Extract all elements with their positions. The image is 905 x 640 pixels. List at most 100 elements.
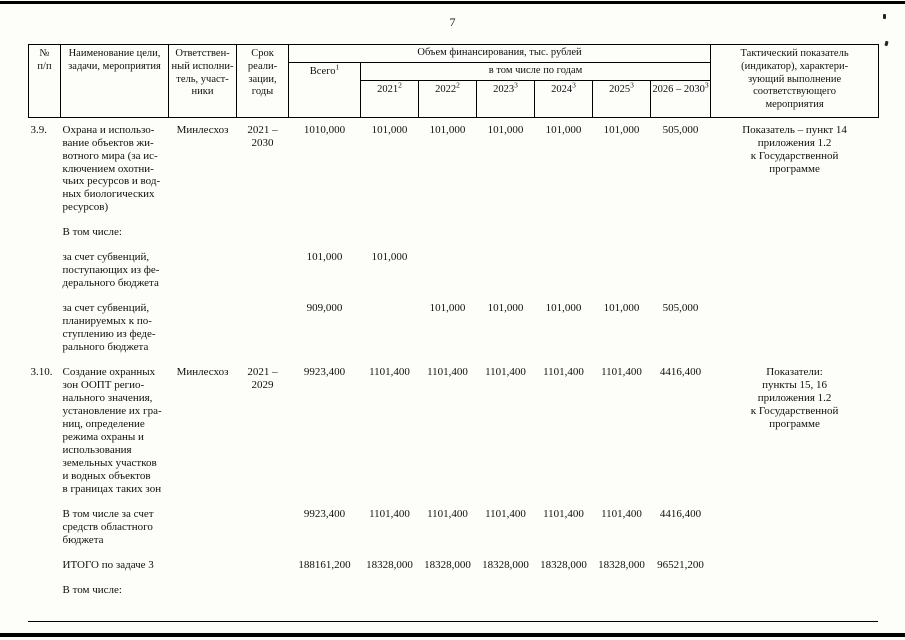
header-term: Срок реали- зации, годы (236, 44, 289, 118)
cell-num (29, 214, 61, 239)
cell-name: за счет субвенций, поступающих из фе- де… (62, 251, 160, 290)
cell-term: 2021 – 2030 (247, 123, 278, 149)
cell-year-2023 (477, 572, 535, 597)
cell-total (289, 572, 361, 597)
cell-executor (169, 214, 237, 239)
cell-year-2025: 18328,000 (598, 558, 645, 571)
cell-year-2026-2030: 4416,400 (659, 507, 702, 520)
cell-year-2025: 101,000 (603, 302, 640, 315)
cell-year-2023 (477, 239, 535, 290)
scan-artifact (883, 14, 886, 19)
cell-term (237, 239, 289, 290)
cell-total: 188161,200 (298, 558, 351, 571)
header-name: Наименование цели, задачи, мероприятия (60, 44, 169, 118)
cell-year-2026-2030 (651, 572, 711, 597)
cell-year-2025: 101,000 (603, 123, 640, 136)
cell-year-2026-2030: 4416,400 (659, 366, 702, 379)
cell-indicator: Показатель – пункт 14 приложения 1.2 к Г… (742, 123, 847, 175)
cell-year-2024: 1101,400 (543, 507, 584, 520)
header-year-2023: 20233 (476, 79, 535, 118)
cell-indicator (711, 290, 879, 354)
cell-year-2024: 1101,400 (543, 366, 584, 379)
cell-year-2025 (593, 572, 651, 597)
header-year-2024: 20243 (534, 79, 593, 118)
cell-year-2022: 1101,400 (427, 507, 468, 520)
cell-year-2026-2030: 505,000 (662, 302, 699, 315)
cell-total: 101,000 (306, 251, 343, 264)
cell-num: 3.9. (30, 123, 48, 136)
cell-year-2025 (593, 214, 651, 239)
header-total: Всего1 (288, 61, 361, 118)
cell-term (237, 290, 289, 354)
cell-executor (169, 290, 237, 354)
table-row: за счет субвенций, поступающих из фе- де… (29, 239, 879, 290)
cell-year-2021 (361, 290, 419, 354)
cell-name: Создание охранных зон ООПТ регио- нально… (62, 366, 162, 495)
cell-year-2025: 1101,400 (601, 366, 642, 379)
table-header: № п/п Наименование цели, задачи, меропри… (28, 44, 880, 118)
cell-term (237, 496, 289, 547)
cell-indicator: Показатели: пункты 15, 16 приложения 1.2… (750, 366, 839, 430)
cell-name: ИТОГО по задаче 3 (62, 558, 154, 571)
cell-indicator (711, 214, 879, 239)
cell-total: 1010,000 (303, 123, 346, 136)
cell-year-2023: 1101,400 (485, 366, 526, 379)
footnote-marker: 3 (630, 80, 634, 90)
cell-year-2021 (361, 214, 419, 239)
cell-year-2024 (535, 239, 593, 290)
table-bottom-rule (28, 621, 878, 622)
cell-year-2023: 1101,400 (485, 507, 526, 520)
cell-year-2026-2030 (651, 239, 711, 290)
header-total-label: Всего (309, 65, 336, 77)
cell-indicator (711, 547, 879, 572)
cell-indicator (711, 239, 879, 290)
cell-indicator (711, 572, 879, 597)
footnote-marker: 2 (456, 80, 460, 90)
scan-artifact (884, 40, 889, 47)
cell-year-2022: 101,000 (429, 302, 466, 315)
cell-total (289, 214, 361, 239)
cell-year-2023 (477, 214, 535, 239)
cell-executor: Минлесхоз (176, 123, 229, 136)
footnote-marker: 3 (514, 80, 518, 90)
cell-year-2021: 1101,400 (369, 366, 410, 379)
cell-year-2022 (419, 239, 477, 290)
scan-edge-top (0, 1, 905, 4)
cell-name: В том числе за счет средств областного б… (62, 507, 154, 546)
cell-year-2023: 101,000 (487, 302, 524, 315)
cell-num (29, 496, 61, 547)
table-row: В том числе: (29, 572, 879, 597)
cell-year-2024: 18328,000 (540, 558, 587, 571)
cell-executor (169, 572, 237, 597)
cell-name: Охрана и использо- вание объектов жи- во… (62, 123, 161, 214)
header-year-2025: 20253 (592, 79, 651, 118)
cell-year-2024: 101,000 (545, 123, 582, 136)
cell-term (237, 214, 289, 239)
cell-name: В том числе: (62, 226, 122, 239)
table-body: 3.9. Охрана и использо- вание объектов ж… (29, 117, 879, 597)
cell-year-2026-2030: 96521,200 (657, 558, 704, 571)
footnote-marker: 2 (398, 80, 402, 90)
header-year-2026-2030: 2026 – 20303 (649, 79, 712, 118)
footnote-marker: 1 (335, 62, 340, 72)
cell-executor: Минлесхоз (176, 366, 229, 379)
cell-year-2025: 1101,400 (601, 507, 642, 520)
header-indicator: Тактический показатель (индикатор), хара… (710, 44, 880, 118)
cell-num (29, 547, 61, 572)
cell-executor (169, 239, 237, 290)
table-row: В том числе: (29, 214, 879, 239)
cell-year-2023: 18328,000 (482, 558, 529, 571)
cell-year-2026-2030 (651, 214, 711, 239)
footnote-marker: 3 (572, 80, 576, 90)
header-by-years: в том числе по годам (359, 61, 712, 81)
cell-num: 3.10. (30, 366, 53, 379)
cell-num (29, 572, 61, 597)
cell-year-2024: 101,000 (545, 302, 582, 315)
cell-year-2025 (593, 239, 651, 290)
header-financing: Объем финансирования, тыс. рублей (287, 44, 712, 63)
header-year-2021: 20212 (360, 79, 419, 118)
cell-year-2024 (535, 572, 593, 597)
cell-year-2021: 101,000 (371, 123, 408, 136)
header-num: № п/п (28, 44, 61, 118)
